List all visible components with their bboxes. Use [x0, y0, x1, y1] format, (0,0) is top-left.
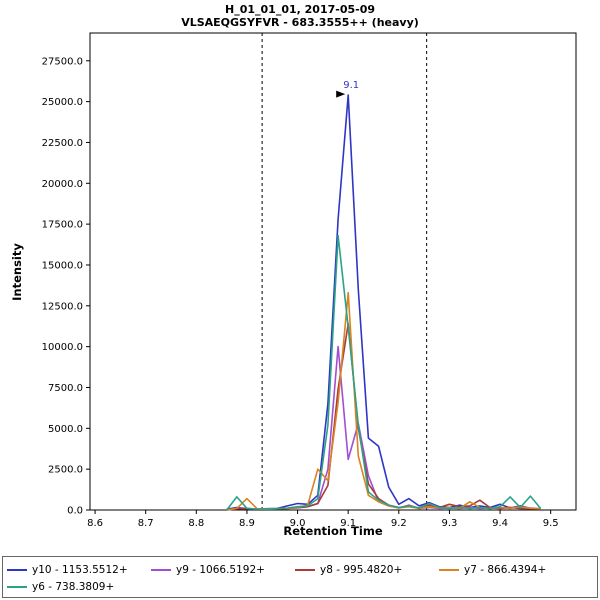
x-tick-label: 9.5	[543, 518, 559, 529]
x-tick-label: 8.8	[188, 518, 204, 529]
legend-item-y6: y6 - 738.3809+	[7, 578, 151, 595]
y-tick-label: 2500.0	[48, 465, 83, 476]
y-tick-label: 17500.0	[42, 220, 83, 231]
legend-label: y10 - 1153.5512+	[32, 563, 128, 576]
x-tick-label: 8.9	[239, 518, 255, 529]
legend-line-icon	[7, 568, 27, 571]
y-tick-label: 25000.0	[42, 97, 83, 108]
x-tick-label: 9.3	[441, 518, 457, 529]
legend-label: y8 - 995.4820+	[320, 563, 403, 576]
y-tick-label: 20000.0	[42, 179, 83, 190]
x-tick-label: 8.7	[138, 518, 154, 529]
y-tick-label: 15000.0	[42, 260, 83, 271]
chromatogram-plot[interactable]: 0.0 2500.0 5000.0 7500.0 10000.0 12500.0 15000…	[0, 0, 600, 556]
legend-line-icon	[295, 568, 315, 571]
peak-arrow-icon	[336, 90, 346, 98]
y-tick-label: 12500.0	[42, 301, 83, 312]
legend-label: y9 - 1066.5192+	[176, 563, 265, 576]
legend-label: y7 - 866.4394+	[464, 563, 547, 576]
y-axis-label: Intensity	[10, 243, 24, 301]
y-tick-label: 7500.0	[48, 383, 83, 394]
legend-item-y7: y7 - 866.4394+	[439, 561, 583, 578]
legend-item-y9: y9 - 1066.5192+	[151, 561, 295, 578]
x-tick-label: 9.4	[492, 518, 508, 529]
y-tick-label: 10000.0	[42, 342, 83, 353]
x-tick-label: 8.6	[87, 518, 103, 529]
legend-item-y8: y8 - 995.4820+	[295, 561, 439, 578]
legend-line-icon	[151, 568, 171, 571]
legend: y10 - 1153.5512+ y9 - 1066.5192+ y8 - 995.…	[2, 556, 598, 598]
legend-line-icon	[7, 585, 27, 588]
trace-y6[interactable]	[226, 234, 542, 511]
chart-title: H_01_01_01, 2017-05-09	[225, 3, 375, 16]
x-tick-label: 9.2	[391, 518, 407, 529]
y-tick-label: 0.0	[67, 506, 83, 517]
y-tick-label: 22500.0	[42, 138, 83, 149]
legend-label: y6 - 738.3809+	[32, 580, 115, 593]
x-tick-label: 9.1	[340, 518, 356, 529]
x-axis-label: Retention Time	[283, 524, 383, 538]
y-tick-label: 5000.0	[48, 424, 83, 435]
y-tick-label: 27500.0	[42, 56, 83, 67]
x-tick-label: 9.0	[290, 518, 306, 529]
legend-item-y10: y10 - 1153.5512+	[7, 561, 151, 578]
chart-subtitle: VLSAEQGSYFVR - 683.3555++ (heavy)	[181, 16, 419, 29]
legend-line-icon	[439, 568, 459, 571]
peak-rt-annotation: 9.1	[343, 80, 359, 91]
